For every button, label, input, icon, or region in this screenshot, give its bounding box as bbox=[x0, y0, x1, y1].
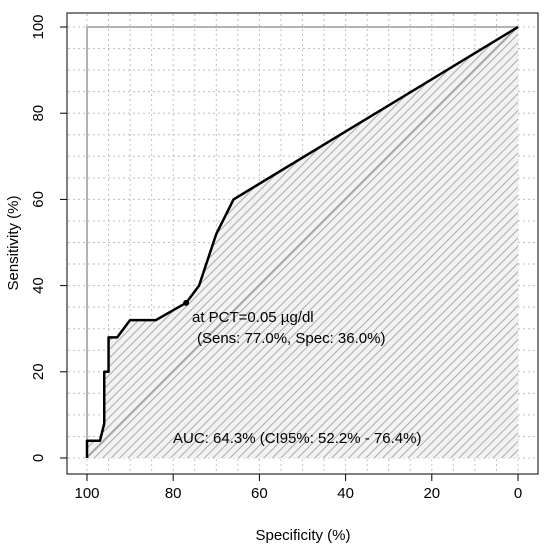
auc-annotation: AUC: 64.3% (CI95%: 52.2% - 76.4%) bbox=[173, 430, 421, 447]
x-axis-title: Specificity (%) bbox=[255, 527, 350, 544]
x-tick-label: 80 bbox=[165, 485, 182, 502]
x-tick-label: 0 bbox=[514, 485, 522, 502]
roc-curve bbox=[85, 25, 519, 458]
axes: 0 20 40 60 80 100 100 80 60 40 20 0 bbox=[30, 12, 539, 502]
threshold-annotation-line2: (Sens: 77.0%, Spec: 36.0%) bbox=[197, 330, 385, 347]
plot-frame bbox=[66, 12, 539, 475]
x-tick-label: 40 bbox=[337, 485, 354, 502]
reference-lines bbox=[86, 26, 519, 459]
threshold-point bbox=[183, 299, 190, 306]
y-axis-title: Sensitivity (%) bbox=[5, 195, 22, 290]
y-tick-label: 40 bbox=[30, 277, 47, 294]
threshold-annotation-line1: at PCT=0.05 µg/dl bbox=[192, 309, 314, 326]
annotations: at PCT=0.05 µg/dl (Sens: 77.0%, Spec: 36… bbox=[5, 195, 421, 544]
roc-curve-line bbox=[85, 25, 519, 458]
y-tick-label: 80 bbox=[30, 105, 47, 122]
y-tick-label: 20 bbox=[30, 363, 47, 380]
y-tick-label: 0 bbox=[30, 454, 47, 462]
chance-diagonal-line bbox=[86, 26, 519, 459]
x-tick-label: 60 bbox=[251, 485, 268, 502]
x-tick-label: 20 bbox=[423, 485, 440, 502]
y-tick-label: 100 bbox=[30, 14, 47, 39]
y-tick-label: 60 bbox=[30, 191, 47, 208]
x-tick-label: 100 bbox=[74, 485, 99, 502]
ideal-curve-line bbox=[86, 26, 518, 458]
